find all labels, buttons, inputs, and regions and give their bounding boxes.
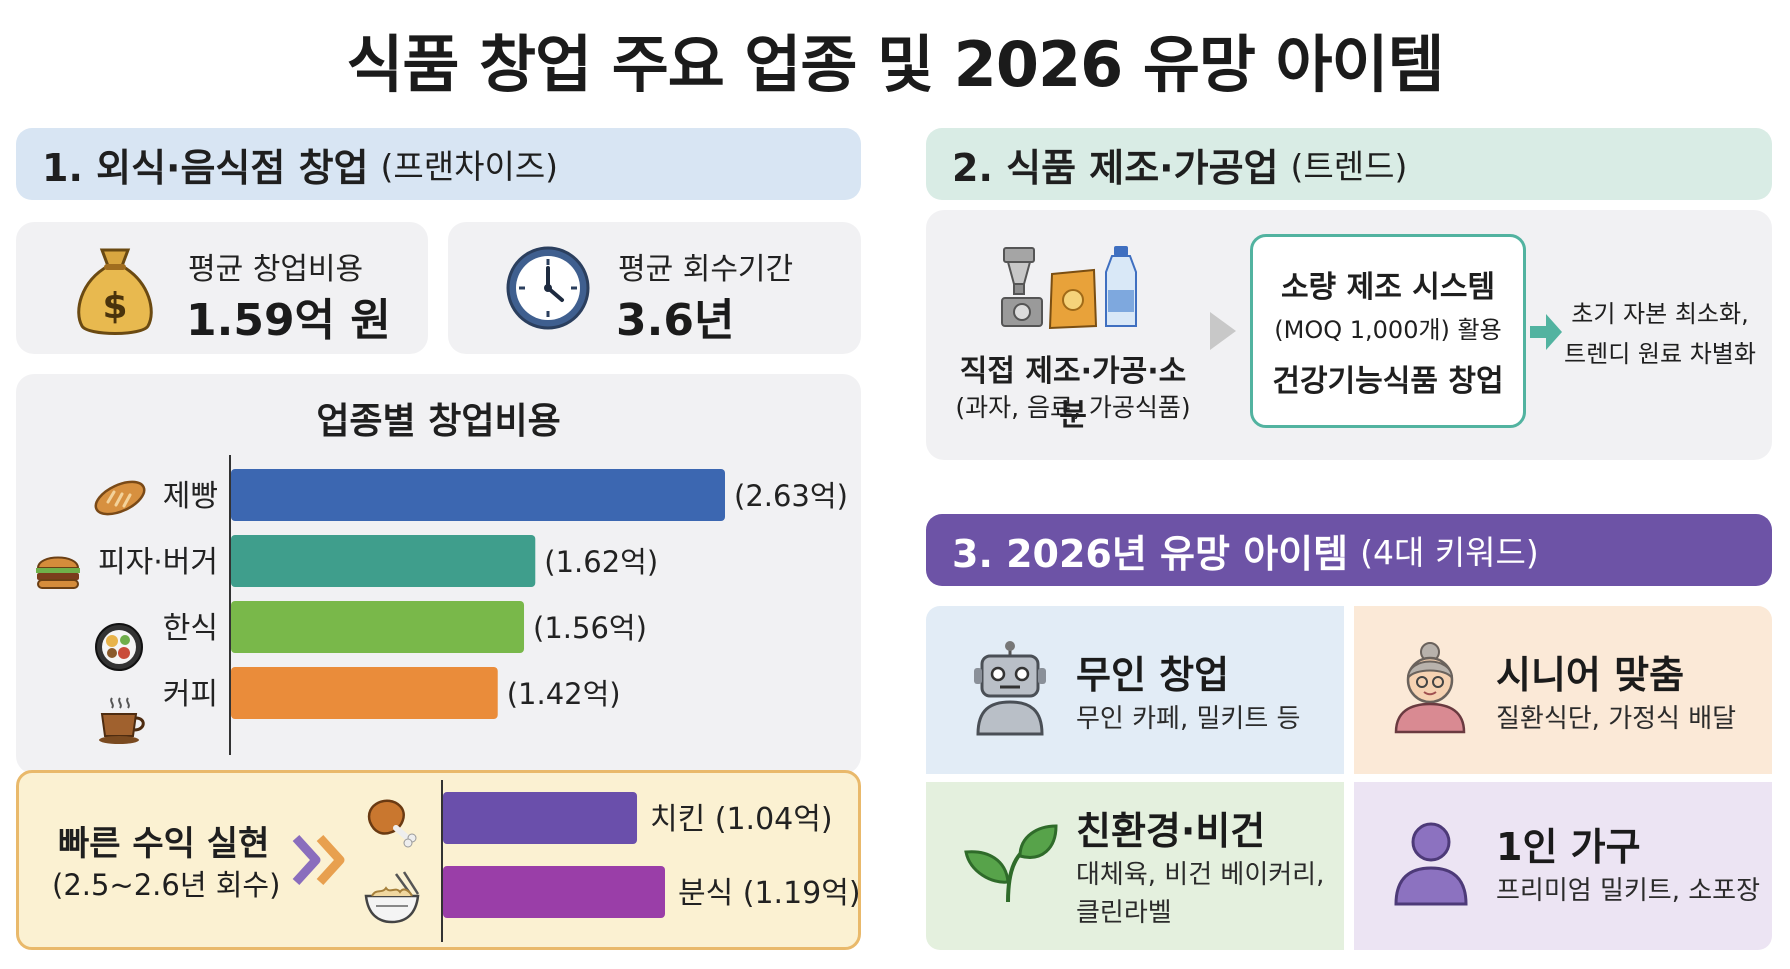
section1-heading-sub: (프랜차이즈): [380, 147, 559, 186]
factory-products-icon: [1000, 244, 1152, 330]
stat-card-payback: 평균 회수기간 3.6년: [448, 222, 861, 354]
fast-value-label-1: 치킨 (1.04억): [650, 802, 833, 837]
section2-right-line1: 초기 자본 최소화,: [1571, 300, 1749, 328]
cost-bar-3: [231, 601, 525, 653]
section2-right-line2: 트렌디 원료 차별화: [1564, 340, 1756, 368]
cost-value-label-3: (1.56억): [533, 611, 647, 645]
cost-category-label-2: 피자·버거: [98, 545, 218, 580]
stat-payback-value: 3.6년: [616, 295, 735, 346]
keyword-desc-eco-2: 클린라벨: [1076, 898, 1172, 928]
keyword-title-unmanned: 무인 창업: [1076, 653, 1230, 697]
section3-header: 3. 2026년 유망 아이템 (4대 키워드): [926, 514, 1772, 586]
cost-bar-4: [231, 667, 498, 719]
svg-text:$: $: [102, 286, 127, 327]
grandmother-icon: [1390, 640, 1470, 734]
leaf-icon: [962, 822, 1058, 906]
cost-bar-chart-svg: 제빵 (2.63억) 피자·버거 (1.62억) 한식 (1.56억) 커피 (1.42억): [98, 455, 848, 755]
stat-cost-value: 1.59억 원: [186, 295, 391, 346]
keyword-title-senior: 시니어 맞춤: [1496, 653, 1685, 697]
cost-category-label-3: 한식: [163, 611, 218, 646]
cost-chart: 제빵 (2.63억) 피자·버거 (1.62억) 한식 (1.56억) 커피 (1.42억): [16, 455, 861, 765]
fast-payback-sub: (2.5~2.6년 회수): [52, 868, 281, 902]
money-bag-icon: $: [72, 242, 158, 338]
cost-value-label-2: (1.62억): [544, 545, 658, 579]
cost-category-label-4: 커피: [163, 677, 218, 712]
small-batch-line1: 소량 제조 시스템: [1280, 270, 1496, 305]
burger-icon: [34, 548, 82, 592]
fast-bar-chart-svg: 치킨 (1.04억) 분식 (1.19억): [441, 780, 861, 942]
fast-chart: 치킨 (1.04억) 분식 (1.19억): [16, 770, 861, 950]
section2-left-line2: (과자, 음료, 가공식품): [955, 393, 1191, 422]
section3-heading-sub: (4대 키워드): [1360, 533, 1539, 572]
small-batch-box: [1250, 234, 1526, 428]
keyword-card-single: [1354, 782, 1772, 950]
stat-cost-label: 평균 창업비용: [188, 252, 364, 287]
teal-arrow-right-icon: [1528, 310, 1564, 354]
noodle-bowl-icon: [362, 870, 422, 926]
cost-value-label-4: (1.42억): [507, 677, 621, 711]
arrow-right-icon: [1206, 308, 1240, 354]
fast-bar-1: [443, 792, 638, 844]
section1-heading: 1. 외식·음식점 창업: [42, 145, 369, 190]
section2-heading-sub: (트렌드): [1290, 147, 1408, 186]
stat-payback-label: 평균 회수기간: [618, 252, 794, 287]
keyword-title-eco: 친환경·비건: [1076, 809, 1266, 853]
bibimbap-icon: [94, 622, 144, 672]
keyword-desc-unmanned: 무인 카페, 밀키트 등: [1076, 704, 1301, 734]
fast-payback-box: [16, 770, 861, 950]
cost-category-label-1: 제빵: [163, 479, 218, 514]
fast-payback-title: 빠른 수익 실현: [58, 824, 270, 864]
coffee-cup-icon: [96, 694, 148, 746]
bread-icon: [92, 472, 148, 520]
section2-left-line1: 직접 제조·가공·소분: [959, 354, 1187, 433]
double-chevron-right-icon: [292, 830, 356, 890]
cost-bar-2: [231, 535, 536, 587]
robot-icon: [966, 640, 1054, 736]
stat-card-cost: $ 평균 창업비용 1.59억 원: [16, 222, 428, 354]
fast-bar-2: [443, 866, 665, 918]
cost-value-label-1: (2.63억): [734, 479, 848, 513]
section2-heading: 2. 식품 제조·가공업: [952, 145, 1279, 190]
small-batch-line2: (MOQ 1,000개) 활용: [1274, 316, 1502, 344]
small-batch-line3: 건강기능식품 창업: [1272, 364, 1504, 399]
person-icon: [1392, 818, 1470, 906]
keyword-desc-eco-1: 대체육, 비건 베이커리,: [1076, 860, 1325, 890]
section3-heading: 3. 2026년 유망 아이템: [952, 531, 1349, 576]
page-title: 식품 창업 주요 업종 및 2026 유망 아이템: [346, 28, 1444, 101]
clock-icon: [504, 244, 592, 332]
section2-header: 2. 식품 제조·가공업 (트렌드): [926, 128, 1772, 200]
cost-bar-1: [231, 469, 725, 521]
cost-chart-title: 업종별 창업비용: [316, 401, 561, 442]
keyword-title-single: 1인 가구: [1496, 825, 1641, 869]
keyword-desc-single: 프리미엄 밀키트, 소포장: [1496, 876, 1760, 906]
fast-value-label-2: 분식 (1.19억): [678, 876, 861, 911]
keyword-desc-senior: 질환식단, 가정식 배달: [1496, 704, 1737, 734]
chicken-leg-icon: [362, 792, 422, 850]
section1-header: 1. 외식·음식점 창업 (프랜차이즈): [16, 128, 861, 200]
